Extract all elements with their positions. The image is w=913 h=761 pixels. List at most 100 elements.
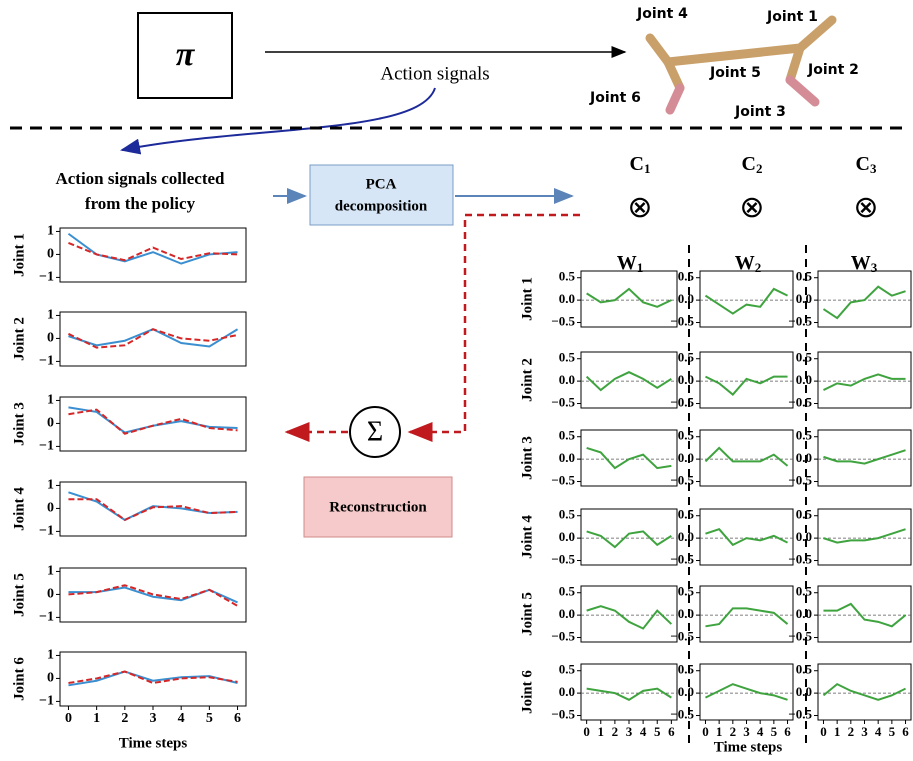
left-title: from the policy bbox=[85, 194, 196, 213]
x-tick-label: 4 bbox=[640, 724, 647, 739]
y-tick-label: −0.5 bbox=[551, 707, 575, 722]
robot bbox=[645, 15, 837, 115]
x-tick-label: 6 bbox=[902, 724, 909, 739]
y-tick-label: 0.0 bbox=[678, 606, 694, 621]
series-line bbox=[823, 602, 907, 628]
x-tick-label: 3 bbox=[743, 724, 750, 739]
y-tick-label: 0.5 bbox=[678, 584, 695, 599]
y-tick-label: 0.0 bbox=[678, 372, 694, 387]
x-tick-label: 4 bbox=[757, 724, 764, 739]
joint-label: Joint 6 bbox=[589, 90, 641, 106]
weight-label-letter: W bbox=[735, 252, 755, 274]
x-tick-label: 3 bbox=[150, 711, 157, 726]
y-tick-label: 0.0 bbox=[796, 606, 812, 621]
series-line bbox=[705, 607, 789, 628]
y-tick-label: −1 bbox=[39, 270, 54, 285]
series-line bbox=[823, 449, 906, 465]
row-label: Joint 6 bbox=[11, 657, 27, 701]
joint-label: Joint 5 bbox=[709, 65, 761, 81]
series-line bbox=[823, 373, 906, 391]
left-title: Action signals collected bbox=[55, 169, 225, 188]
series-line bbox=[68, 670, 238, 685]
component-label-letter: C bbox=[742, 153, 756, 175]
policy-symbol: π bbox=[176, 36, 196, 73]
y-tick-label: 1 bbox=[47, 393, 54, 408]
y-tick-label: 0.0 bbox=[678, 529, 694, 544]
x-tick-label: 4 bbox=[178, 711, 185, 726]
x-tick-label: 1 bbox=[834, 724, 841, 739]
row-label: Joint 2 bbox=[519, 358, 535, 402]
joint-label: Joint 4 bbox=[636, 6, 688, 22]
reconstruction-label: Reconstruction bbox=[329, 499, 427, 515]
y-tick-label: −1 bbox=[39, 694, 54, 709]
y-tick-label: 0.0 bbox=[559, 529, 575, 544]
weight-label-letter: W bbox=[851, 252, 871, 274]
x-tick-label: 6 bbox=[234, 711, 241, 726]
series-line bbox=[585, 371, 672, 392]
y-tick-label: 0.0 bbox=[559, 606, 575, 621]
series-line bbox=[823, 528, 906, 544]
y-tick-label: 0.0 bbox=[796, 450, 812, 465]
y-tick-label: −0.5 bbox=[670, 552, 694, 567]
series-line bbox=[586, 605, 673, 630]
y-tick-label: −0.5 bbox=[551, 473, 575, 488]
y-tick-label: 0.0 bbox=[559, 372, 575, 387]
x-tick-label: 0 bbox=[702, 724, 709, 739]
y-tick-label: −0.5 bbox=[670, 314, 694, 329]
x-tick-label: 1 bbox=[716, 724, 723, 739]
x-axis-label: Time steps bbox=[714, 739, 783, 755]
y-tick-label: 0 bbox=[47, 671, 54, 686]
y-tick-label: −1 bbox=[39, 610, 54, 625]
series-line bbox=[705, 528, 788, 547]
series-line bbox=[704, 446, 789, 467]
y-tick-label: 0.0 bbox=[796, 372, 812, 387]
series-line bbox=[68, 408, 238, 435]
series-line bbox=[586, 530, 672, 549]
sum-symbol: Σ bbox=[367, 416, 383, 447]
y-tick-label: 0.5 bbox=[559, 269, 576, 284]
row-label: Joint 3 bbox=[519, 436, 535, 480]
component-label: C3 bbox=[856, 153, 877, 176]
series-line bbox=[586, 287, 672, 308]
series-line bbox=[68, 491, 238, 522]
series-line bbox=[68, 586, 238, 604]
reconstruction-box bbox=[303, 476, 453, 538]
y-tick-label: −0.5 bbox=[670, 707, 694, 722]
plot-frame bbox=[59, 396, 247, 452]
joint-label: Joint 1 bbox=[766, 9, 818, 25]
y-tick-label: −0.5 bbox=[551, 314, 575, 329]
x-tick-label: 6 bbox=[668, 724, 675, 739]
series-line bbox=[68, 670, 238, 687]
series-line bbox=[586, 687, 672, 701]
y-tick-label: −0.5 bbox=[670, 473, 694, 488]
x-tick-label: 0 bbox=[820, 724, 827, 739]
plot-frame bbox=[59, 311, 247, 367]
y-tick-label: 0.5 bbox=[796, 507, 813, 522]
row-label: Joint 5 bbox=[11, 573, 27, 617]
y-tick-label: 0 bbox=[47, 587, 54, 602]
weight-label: W2 bbox=[735, 252, 762, 275]
row-label: Joint 3 bbox=[11, 402, 27, 446]
y-tick-label: 0.5 bbox=[796, 269, 813, 284]
y-tick-label: 0.0 bbox=[678, 450, 694, 465]
plot-frame bbox=[699, 663, 794, 721]
y-tick-label: −0.5 bbox=[670, 629, 694, 644]
weight-label-index: 3 bbox=[871, 260, 878, 275]
x-tick-label: 5 bbox=[654, 724, 661, 739]
y-tick-label: 1 bbox=[47, 224, 54, 239]
row-label: Joint 1 bbox=[519, 277, 535, 321]
series-line bbox=[822, 682, 906, 701]
x-tick-label: 4 bbox=[875, 724, 882, 739]
component-label: C1 bbox=[630, 153, 651, 176]
y-tick-label: 0.0 bbox=[678, 684, 694, 699]
y-tick-label: 1 bbox=[47, 308, 54, 323]
y-tick-label: −1 bbox=[39, 439, 54, 454]
plot-frame bbox=[817, 429, 912, 487]
x-axis-label: Time steps bbox=[119, 735, 188, 751]
plot-frame bbox=[699, 508, 794, 566]
component-label-index: 3 bbox=[870, 161, 877, 176]
y-tick-label: 0 bbox=[47, 331, 54, 346]
y-tick-label: 0.5 bbox=[678, 269, 695, 284]
x-tick-label: 1 bbox=[93, 711, 100, 726]
y-tick-label: −0.5 bbox=[788, 314, 812, 329]
